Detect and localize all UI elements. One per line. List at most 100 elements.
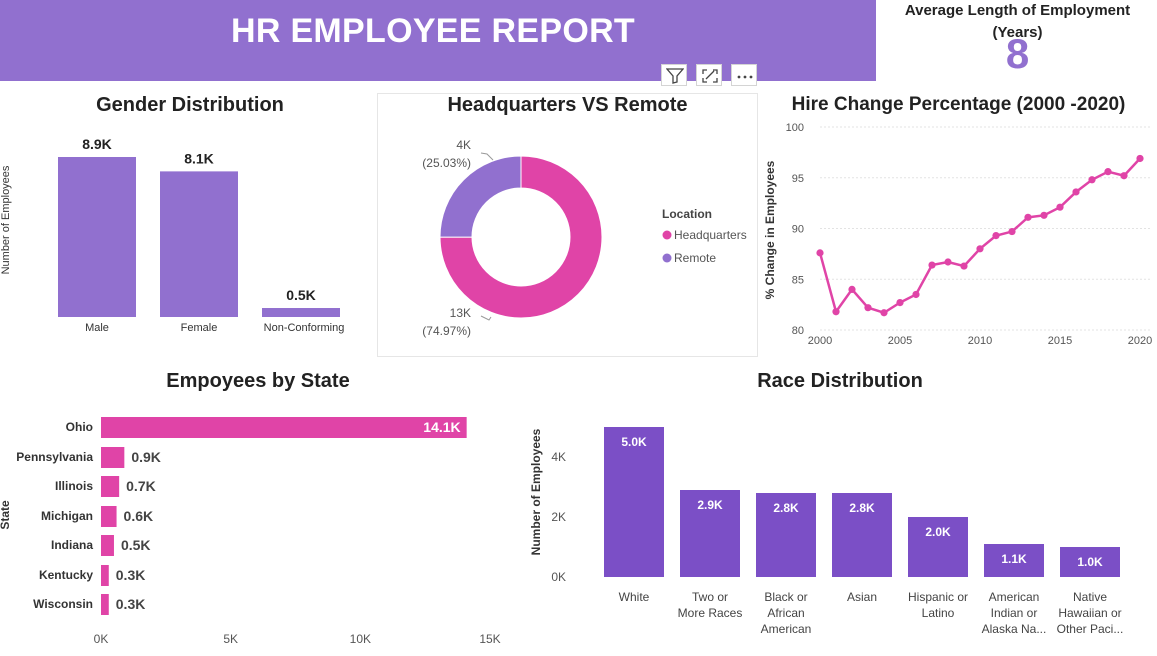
x-tick-label: 2010 bbox=[968, 335, 992, 347]
gender-category-label: Non-Conforming bbox=[264, 322, 345, 334]
donut-leader-line bbox=[480, 152, 494, 161]
hire-change-point bbox=[832, 308, 840, 316]
legend-marker bbox=[662, 253, 672, 263]
state-category-label: Indiana bbox=[51, 538, 93, 552]
race-bar bbox=[756, 493, 816, 577]
race-data-label: 2.8K bbox=[849, 501, 875, 515]
state-bar bbox=[101, 506, 117, 527]
state-category-label: Wisconsin bbox=[33, 597, 93, 611]
race-bar bbox=[908, 517, 968, 577]
race-category-label: American bbox=[989, 590, 1040, 604]
race-category-label: Alaska Na... bbox=[982, 622, 1047, 636]
hire-change-point bbox=[928, 261, 936, 269]
hire-change-point bbox=[976, 245, 984, 253]
race-data-label: 1.1K bbox=[1001, 552, 1027, 566]
race-category-label: African bbox=[767, 606, 804, 620]
hire-chart-title: Hire Change Percentage (2000 -2020) bbox=[791, 94, 1126, 115]
state-x-tick-label: 10K bbox=[350, 632, 371, 646]
x-tick-label: 2000 bbox=[808, 335, 832, 347]
gender-data-label: 8.9K bbox=[82, 136, 112, 152]
report-title: HR EMPLOYEE REPORT bbox=[230, 12, 635, 50]
hire-change-point bbox=[1040, 211, 1048, 219]
race-data-label: 2.9K bbox=[697, 498, 723, 512]
race-category-label: Hispanic or bbox=[908, 590, 968, 604]
race-category-label: Asian bbox=[847, 590, 877, 604]
state-y-axis-label: State bbox=[0, 500, 12, 530]
more-options-icon[interactable] bbox=[731, 64, 757, 86]
legend-item-label: Remote bbox=[674, 251, 716, 265]
state-bar bbox=[101, 594, 109, 615]
y-tick-label: 90 bbox=[792, 224, 804, 236]
donut-data-label: 4K bbox=[456, 138, 471, 152]
state-bar bbox=[101, 476, 120, 497]
race-bar bbox=[604, 427, 664, 577]
legend-marker bbox=[662, 230, 672, 240]
donut-data-label: 13K bbox=[450, 306, 471, 320]
race-category-label: Latino bbox=[922, 606, 955, 620]
state-category-label: Kentucky bbox=[39, 568, 93, 582]
x-tick-label: 2015 bbox=[1048, 335, 1072, 347]
hire-change-point bbox=[896, 298, 904, 307]
hire-change-point bbox=[1072, 188, 1080, 196]
race-category-label: Two or bbox=[692, 590, 728, 604]
race-data-label: 5.0K bbox=[621, 435, 647, 449]
state-x-tick-label: 5K bbox=[223, 632, 238, 646]
hire-change-point bbox=[1136, 154, 1144, 163]
race-bar bbox=[984, 544, 1044, 577]
filter-icon[interactable] bbox=[661, 64, 687, 86]
y-tick-label: 100 bbox=[786, 122, 804, 134]
race-y-tick-label: 2K bbox=[551, 510, 566, 524]
gender-bar bbox=[160, 171, 238, 317]
hire-change-point bbox=[816, 249, 824, 257]
state-data-label: 0.9K bbox=[131, 449, 161, 465]
donut-data-label: (74.97%) bbox=[422, 324, 471, 338]
race-chart: Number of Employees 0K 2K 4K 5.0K White 2.9K Tw… bbox=[529, 427, 1124, 636]
hire-change-point bbox=[1056, 203, 1064, 211]
state-x-tick-label: 15K bbox=[479, 632, 500, 646]
race-chart-title: Race Distribution bbox=[757, 370, 923, 392]
race-category-label: White bbox=[619, 590, 650, 604]
hire-change-point bbox=[1008, 227, 1016, 236]
state-bar bbox=[101, 417, 467, 438]
state-x-tick-label: 0K bbox=[94, 632, 109, 646]
state-category-label: Illinois bbox=[55, 479, 93, 493]
state-data-label: 0.3K bbox=[116, 596, 146, 612]
donut-slice bbox=[439, 155, 522, 238]
race-y-tick-label: 0K bbox=[551, 570, 566, 584]
hire-change-point bbox=[1024, 213, 1032, 221]
location-chart-title: Headquarters VS Remote bbox=[447, 94, 688, 116]
donut-leader-line bbox=[480, 315, 492, 321]
state-data-label: 14.1K bbox=[423, 419, 460, 435]
hire-change-point bbox=[912, 290, 920, 299]
gender-chart: Number of Employees 8.9K Male 8.1K Female 0.5… bbox=[0, 136, 345, 334]
state-chart: State Ohio 14.1K Pennsylvania 0.9K Illinois 0.… bbox=[0, 417, 501, 646]
focus-mode-icon[interactable] bbox=[696, 64, 722, 86]
race-data-label: 1.0K bbox=[1077, 555, 1103, 569]
race-category-label: Other Paci... bbox=[1057, 622, 1124, 636]
race-data-label: 2.0K bbox=[925, 525, 951, 539]
hire-change-point bbox=[960, 262, 968, 270]
report-banner bbox=[0, 0, 876, 81]
state-bar bbox=[101, 447, 125, 468]
x-tick-label: 2005 bbox=[888, 335, 912, 347]
x-tick-label: 2020 bbox=[1128, 335, 1152, 347]
hire-change-point bbox=[1104, 168, 1112, 176]
gender-category-label: Female bbox=[181, 322, 218, 334]
hire-change-point bbox=[880, 309, 888, 317]
state-category-label: Ohio bbox=[66, 420, 93, 434]
race-bar bbox=[1060, 547, 1120, 577]
hire-change-point bbox=[944, 258, 952, 266]
gender-bar bbox=[58, 157, 136, 317]
race-category-label: Native bbox=[1073, 590, 1107, 604]
gender-chart-title: Gender Distribution bbox=[96, 94, 284, 116]
hire-change-point bbox=[848, 285, 856, 293]
kpi-value: 8 bbox=[1005, 30, 1030, 77]
gender-bar bbox=[262, 308, 340, 317]
state-data-label: 0.5K bbox=[121, 537, 151, 553]
y-tick-label: 95 bbox=[792, 173, 804, 185]
state-bar bbox=[101, 565, 109, 586]
state-data-label: 0.7K bbox=[126, 478, 156, 494]
y-tick-label: 85 bbox=[792, 274, 804, 286]
race-bar bbox=[832, 493, 892, 577]
state-bar bbox=[101, 535, 114, 556]
